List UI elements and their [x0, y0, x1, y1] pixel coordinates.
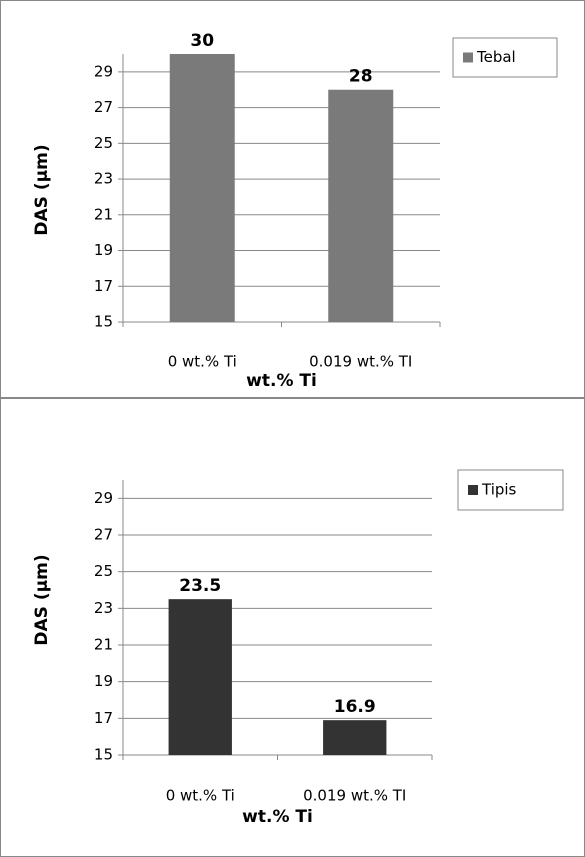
- y-tick-label: 29: [94, 62, 113, 80]
- bar: [169, 599, 232, 755]
- y-tick-label: 27: [94, 526, 113, 544]
- bar: [323, 720, 386, 755]
- y-tick-label: 15: [94, 746, 113, 764]
- y-tick-label: 25: [94, 562, 113, 580]
- legend-swatch: [468, 485, 478, 495]
- y-axis-title: DAS (µm): [32, 144, 52, 235]
- page: {"chart_data": [ {"type": "bar", "xlabel…: [0, 0, 585, 857]
- chart-frame: [1, 399, 585, 857]
- data-label: 30: [190, 31, 214, 51]
- y-tick-label: 25: [94, 134, 113, 152]
- bar: [170, 54, 235, 322]
- y-tick-label: 29: [94, 489, 113, 507]
- data-label: 28: [349, 67, 373, 87]
- y-tick-label: 17: [94, 277, 113, 295]
- y-tick-label: 17: [94, 709, 113, 727]
- y-tick-label: 21: [94, 205, 113, 223]
- y-axis-title: DAS (µm): [32, 554, 52, 645]
- legend-label: Tebal: [476, 48, 516, 66]
- x-tick-label: 0.019 wt.% TI: [303, 787, 406, 805]
- x-tick-label: 0.019 wt.% TI: [309, 353, 412, 371]
- y-tick-label: 23: [94, 599, 113, 617]
- x-tick-label: 0 wt.% Ti: [166, 787, 235, 805]
- legend-label: Tipis: [481, 481, 517, 499]
- y-tick-label: 23: [94, 170, 113, 188]
- chart: 15 17 19 21 23 25 27 29 0 wt.% Ti 23.5 0.019 wt.% …: [0, 398, 585, 857]
- legend-swatch: [463, 53, 473, 63]
- x-axis-title: wt.% Ti: [242, 807, 313, 827]
- data-label: 23.5: [179, 576, 221, 596]
- y-tick-label: 15: [94, 313, 113, 331]
- bar: [328, 90, 393, 322]
- x-tick-label: 0 wt.% Ti: [168, 353, 237, 371]
- y-tick-label: 19: [94, 241, 113, 259]
- data-label: 16.9: [334, 697, 376, 717]
- chart: 15 17 19 21 23 25 27 29 0 wt.% Ti 30 0.019 wt.% TI…: [0, 0, 585, 398]
- charts: 15 17 19 21 23 25 27 29 0 wt.% Ti 30 0.019 wt.% TI…: [0, 0, 585, 857]
- x-axis-title: wt.% Ti: [246, 371, 317, 391]
- y-tick-label: 21: [94, 636, 113, 654]
- y-tick-label: 27: [94, 98, 113, 116]
- y-tick-label: 19: [94, 672, 113, 690]
